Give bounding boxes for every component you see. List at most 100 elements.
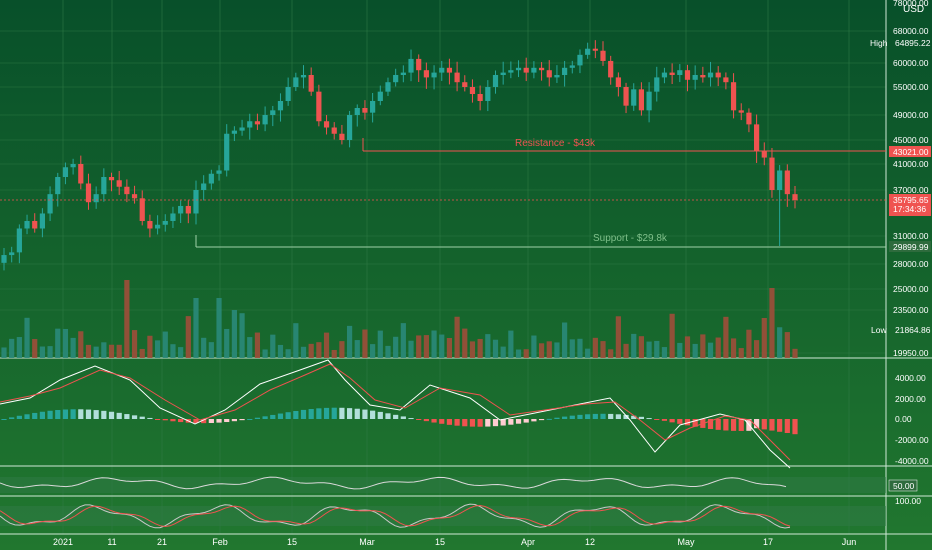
- candle: [170, 213, 176, 221]
- stoch-k-line: [0, 503, 791, 529]
- candle: [408, 58, 414, 73]
- candle: [193, 190, 199, 214]
- macd-histogram-bar: [216, 419, 222, 423]
- volume-bar: [55, 328, 61, 358]
- macd-signal-line: [0, 363, 791, 461]
- time-tick-label: 12: [585, 537, 595, 547]
- candle: [416, 58, 422, 71]
- volume-bar: [9, 338, 15, 358]
- candle: [339, 133, 345, 140]
- macd-histogram-bar: [39, 411, 45, 419]
- candle: [515, 67, 522, 71]
- volume-bar: [124, 280, 130, 358]
- volume-bar: [585, 348, 591, 358]
- macd-tick-label: 4000.00: [895, 373, 926, 383]
- macd-histogram-bar: [623, 414, 629, 419]
- candle: [247, 121, 253, 128]
- candle: [500, 72, 506, 75]
- volume-bar: [147, 335, 153, 358]
- volume-bar: [262, 349, 268, 358]
- macd-histogram-bar: [562, 416, 568, 419]
- macd-histogram-bar: [47, 410, 53, 419]
- price-axis[interactable]: 68000.00 60000.00 55000.00 49000.00 45000.00…: [870, 0, 931, 506]
- price-tick-label: 60000.00: [893, 58, 929, 68]
- last-price-label: 35795.65: [893, 195, 929, 205]
- candle: [1, 255, 7, 263]
- candle: [585, 48, 591, 55]
- macd-histogram-bar: [323, 407, 330, 419]
- candle: [661, 72, 668, 78]
- candle: [715, 72, 721, 78]
- macd-histogram-bar: [101, 410, 107, 419]
- time-axis[interactable]: 2021 11 21 Feb 15 Mar 15 Apr 12 May 17 Jun: [53, 537, 856, 547]
- candle: [323, 121, 330, 128]
- volume-bar: [224, 328, 230, 358]
- macd-histogram-bar: [193, 419, 199, 424]
- volume-bar: [193, 298, 199, 358]
- volume-bar: [631, 333, 637, 358]
- macd-histogram-bar: [462, 419, 468, 427]
- volume-bar: [400, 323, 406, 358]
- price-tick-label: 31000.00: [893, 231, 929, 241]
- macd-histogram-bar: [385, 413, 391, 419]
- candle: [608, 60, 614, 78]
- stochastic-pane: [0, 503, 886, 529]
- high-value: 64895.22: [895, 38, 931, 48]
- time-tick-label: 15: [435, 537, 445, 547]
- candle: [792, 194, 798, 200]
- macd-histogram-bar: [24, 414, 30, 419]
- macd-histogram-bar: [362, 409, 368, 419]
- candle: [254, 121, 261, 125]
- candle: [131, 194, 138, 199]
- candle: [400, 72, 406, 75]
- volume-bar: [154, 340, 161, 358]
- volume-bar: [654, 340, 660, 358]
- volume-bar: [761, 318, 767, 358]
- candle: [754, 124, 760, 152]
- candle: [577, 54, 583, 66]
- low-tag: Low: [871, 325, 887, 335]
- volume-bar: [16, 337, 22, 358]
- candle: [454, 72, 460, 83]
- volume-bar: [300, 346, 307, 358]
- candle: [162, 220, 168, 225]
- candle: [39, 213, 45, 229]
- candle: [47, 194, 53, 214]
- volume-bar: [362, 329, 368, 358]
- macd-histogram-bar: [423, 419, 429, 422]
- candle: [592, 48, 598, 51]
- support-resistance: Resistance - $43k Support - $29.8k: [0, 138, 886, 248]
- candle: [385, 82, 391, 92]
- macd-histogram-bar: [707, 419, 714, 429]
- macd-histogram-bar: [761, 419, 767, 430]
- candle: [538, 67, 545, 71]
- macd-histogram-bar: [608, 413, 614, 419]
- time-tick-label: Jun: [842, 537, 857, 547]
- macd-histogram-bar: [139, 416, 145, 419]
- candle: [316, 91, 322, 122]
- volume-bar: [615, 316, 621, 358]
- macd-histogram-bar: [178, 419, 184, 423]
- candle: [16, 228, 22, 253]
- candles: [1, 40, 798, 271]
- volume-bar: [139, 348, 145, 358]
- macd-histogram-bar: [316, 408, 322, 419]
- candle: [231, 130, 237, 134]
- resistance-price-label-box: [889, 146, 931, 157]
- candle: [285, 87, 291, 101]
- volume-bar: [469, 341, 476, 358]
- volume-bar: [354, 340, 360, 358]
- volume-bar: [32, 339, 38, 358]
- candle: [224, 133, 230, 171]
- macd-histogram-bar: [738, 419, 744, 431]
- candle: [377, 91, 383, 101]
- price-tick-label: 25000.00: [893, 284, 929, 294]
- volume-bar: [131, 330, 138, 358]
- candle: [439, 67, 445, 73]
- volume-bar: [508, 330, 514, 358]
- macd-histogram-bar: [393, 414, 399, 419]
- macd-histogram-bar: [370, 410, 376, 419]
- macd-histogram-bar: [577, 414, 583, 419]
